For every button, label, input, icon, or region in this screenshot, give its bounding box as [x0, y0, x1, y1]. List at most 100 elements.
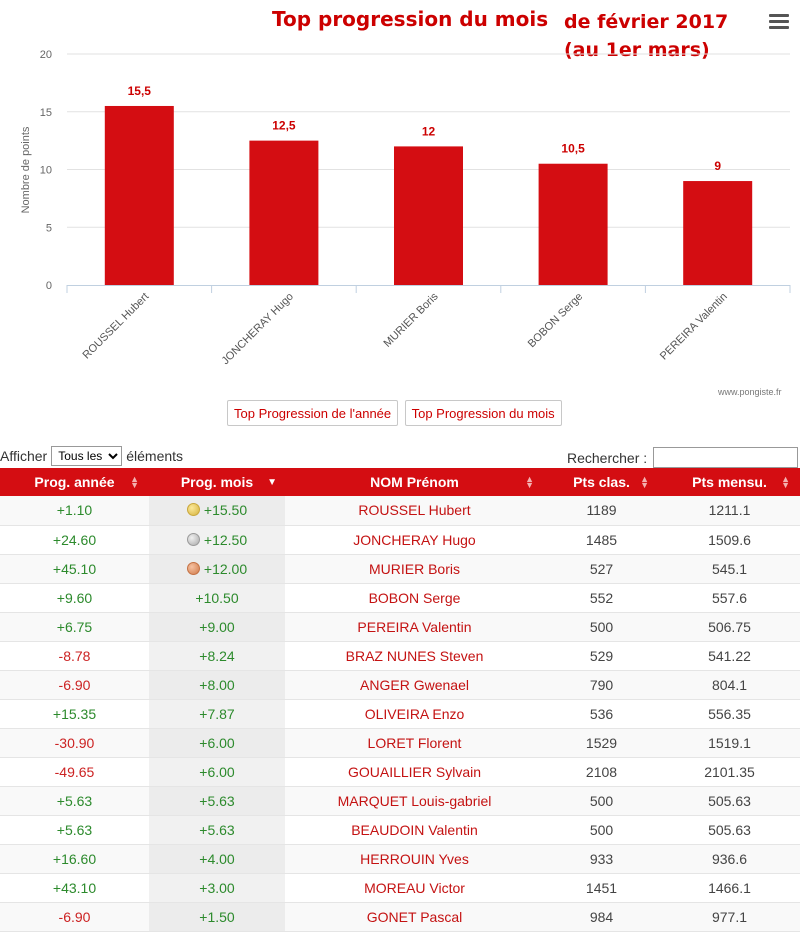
cell-prog-annee-text: -8.78: [58, 647, 91, 664]
y-axis-title: Nombre de points: [20, 126, 32, 213]
cell-pts-clas-text: 1529: [585, 734, 618, 751]
cell-player-name-text[interactable]: ANGER Gwenael: [360, 676, 469, 693]
header-prog-mois[interactable]: Prog. mois ▼: [149, 468, 285, 496]
cell-pts-mensu-text: 804.1: [711, 676, 748, 693]
cell-prog-annee-text: -49.65: [54, 763, 95, 780]
cell-prog-annee-text: -30.90: [54, 734, 95, 751]
cell-player-name[interactable]: ROUSSEL Hubert: [285, 496, 544, 526]
hamburger-menu-icon[interactable]: [769, 14, 789, 30]
cell-player-name[interactable]: MURIER Boris: [285, 554, 544, 584]
x-category-label: PEREIRA Valentin: [658, 291, 730, 363]
top-progression-month-button[interactable]: Top Progression du mois: [404, 400, 562, 426]
cell-pts-mensu-text: 557.6: [711, 589, 748, 606]
table-row: +5.63 +5.63 MARQUET Louis-gabriel 500 505.63: [0, 786, 800, 816]
cell-player-name[interactable]: GOUAILLIER Sylvain: [285, 757, 544, 787]
cell-pts-clas-text: 552: [589, 589, 614, 606]
header-prog-annee[interactable]: Prog. année ▲ ▼: [0, 468, 149, 496]
cell-pts-clas: 1451: [544, 873, 659, 903]
cell-player-name[interactable]: JONCHERAY Hugo: [285, 525, 544, 555]
cell-player-name-text[interactable]: HERROUIN Yves: [360, 850, 469, 867]
cell-prog-annee-text: -6.90: [58, 676, 91, 693]
cell-pts-clas: 790: [544, 670, 659, 700]
table-row: -8.78 +8.24 BRAZ NUNES Steven 529 541.22: [0, 641, 800, 671]
cell-player-name-text[interactable]: LORET Florent: [367, 734, 462, 751]
sort-both-icon: ▲ ▼: [781, 474, 790, 490]
data-label: 10,5: [561, 142, 585, 156]
cell-pts-clas: 1485: [544, 525, 659, 555]
cell-prog-annee: +15.35: [0, 699, 149, 729]
cell-pts-mensu: 936.6: [659, 844, 800, 874]
cell-player-name-text[interactable]: OLIVEIRA Enzo: [364, 705, 465, 722]
cell-prog-mois: +6.00: [149, 757, 285, 787]
cell-player-name-text[interactable]: GONET Pascal: [366, 908, 463, 925]
cell-pts-mensu-text: 1211.1: [708, 502, 751, 519]
cell-player-name-text[interactable]: BEAUDOIN Valentin: [351, 821, 478, 838]
cell-player-name-text[interactable]: MARQUET Louis-gabriel: [337, 792, 492, 809]
y-tick-label: 15: [40, 107, 52, 119]
page-length-select[interactable]: Tous les: [51, 446, 123, 466]
credits-link[interactable]: www.pongiste.fr: [718, 387, 782, 397]
header-pts-mensu[interactable]: Pts mensu. ▲ ▼: [659, 468, 800, 496]
cell-player-name-text[interactable]: BRAZ NUNES Steven: [345, 647, 484, 664]
cell-prog-mois-text: +8.24: [199, 647, 235, 664]
cell-pts-mensu: 505.63: [659, 815, 800, 845]
cell-pts-mensu-text: 1519.1: [708, 734, 751, 751]
show-prefix-label: Afficher: [0, 448, 48, 464]
top-progression-year-button[interactable]: Top Progression de l'année: [227, 400, 399, 426]
cell-prog-annee: -8.78: [0, 641, 149, 671]
cell-pts-mensu: 506.75: [659, 612, 800, 642]
cell-player-name[interactable]: MOREAU Victor: [285, 873, 544, 903]
cell-player-name[interactable]: BOBON Serge: [285, 583, 544, 613]
cell-pts-clas-text: 933: [589, 850, 614, 867]
cell-pts-mensu-text: 505.63: [708, 792, 751, 809]
cell-pts-clas-text: 1485: [585, 531, 618, 548]
header-pts-clas[interactable]: Pts clas. ▲ ▼: [544, 468, 659, 496]
cell-prog-mois: +10.50: [149, 583, 285, 613]
cell-player-name[interactable]: HERROUIN Yves: [285, 844, 544, 874]
cell-player-name[interactable]: BEAUDOIN Valentin: [285, 815, 544, 845]
cell-pts-clas: 933: [544, 844, 659, 874]
chart-title: Top progression du mois: [272, 7, 549, 31]
cell-pts-mensu-text: 506.75: [708, 618, 751, 635]
cell-pts-clas-text: 1451: [585, 879, 618, 896]
cell-player-name[interactable]: GONET Pascal: [285, 902, 544, 932]
cell-prog-mois-text: +10.50: [195, 589, 239, 606]
table-row: +43.10 +3.00 MOREAU Victor 1451 1466.1: [0, 873, 800, 903]
cell-pts-mensu: 557.6: [659, 583, 800, 613]
cell-player-name-text[interactable]: PEREIRA Valentin: [357, 618, 472, 635]
cell-prog-annee: +1.10: [0, 496, 149, 526]
cell-pts-clas-text: 536: [589, 705, 614, 722]
cell-prog-annee: +24.60: [0, 525, 149, 555]
cell-pts-mensu: 1509.6: [659, 525, 800, 555]
cell-prog-mois-text: +8.00: [199, 676, 235, 693]
cell-player-name-text[interactable]: ROUSSEL Hubert: [358, 502, 471, 519]
cell-player-name[interactable]: OLIVEIRA Enzo: [285, 699, 544, 729]
ranking-table: Prog. année ▲ ▼ Prog. mois ▼ NOM Prénom ▲ ▼ P…: [0, 468, 800, 932]
bar: [104, 105, 174, 285]
cell-player-name[interactable]: MARQUET Louis-gabriel: [285, 786, 544, 816]
cell-prog-annee-text: +15.35: [52, 705, 97, 722]
cell-prog-mois: +9.00: [149, 612, 285, 642]
cell-pts-mensu: 804.1: [659, 670, 800, 700]
chart-subtitle-line2: (au 1er mars): [564, 39, 710, 61]
cell-player-name[interactable]: BRAZ NUNES Steven: [285, 641, 544, 671]
silver-medal-icon: [186, 532, 200, 546]
cell-prog-mois-text: +7.87: [199, 705, 235, 722]
cell-prog-annee: +5.63: [0, 815, 149, 845]
cell-player-name-text[interactable]: MURIER Boris: [368, 560, 460, 577]
cell-player-name-text[interactable]: GOUAILLIER Sylvain: [347, 763, 482, 780]
cell-prog-mois-text: +3.00: [199, 879, 235, 896]
cell-prog-annee: -6.90: [0, 670, 149, 700]
cell-player-name-text[interactable]: JONCHERAY Hugo: [353, 531, 476, 548]
cell-player-name[interactable]: PEREIRA Valentin: [285, 612, 544, 642]
header-nom-prenom[interactable]: NOM Prénom ▲ ▼: [285, 468, 544, 496]
cell-player-name-text[interactable]: MOREAU Victor: [364, 879, 465, 896]
cell-prog-annee-text: +1.10: [56, 502, 93, 519]
sort-both-icon: ▲ ▼: [525, 474, 534, 490]
cell-prog-annee-text: -6.90: [58, 908, 91, 925]
cell-player-name[interactable]: LORET Florent: [285, 728, 544, 758]
cell-pts-clas-text: 500: [589, 618, 614, 635]
cell-player-name[interactable]: ANGER Gwenael: [285, 670, 544, 700]
cell-player-name-text[interactable]: BOBON Serge: [368, 589, 461, 606]
search-input[interactable]: [653, 447, 799, 468]
